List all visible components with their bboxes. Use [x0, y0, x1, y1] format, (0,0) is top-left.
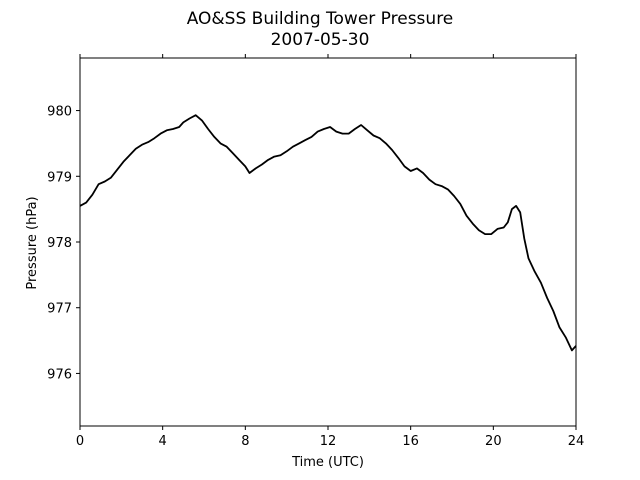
x-tick-label: 16: [402, 434, 419, 449]
y-tick-label: 977: [47, 302, 72, 317]
x-tick-label: 12: [320, 434, 337, 449]
plot-frame: [79, 57, 577, 427]
x-tick-label: 20: [485, 434, 502, 449]
y-tick-label: 979: [47, 170, 72, 185]
x-tick-label: 8: [241, 434, 249, 449]
y-tick-label: 976: [47, 367, 72, 382]
chart-title: AO&SS Building Tower Pressure: [187, 9, 454, 29]
chart-subtitle: 2007-05-30: [271, 30, 370, 50]
x-axis-label: Time (UTC): [291, 455, 364, 470]
x-tick-label: 24: [568, 434, 585, 449]
x-tick-label: 0: [76, 434, 84, 449]
x-tick-label: 4: [159, 434, 167, 449]
series-line-0: [79, 114, 577, 352]
y-axis-label: Pressure (hPa): [25, 196, 40, 289]
plot-area: 0 4 8 12 16 20 24 976 977 978 979 980: [47, 54, 584, 449]
y-tick-label: 978: [47, 236, 72, 251]
y-tick-label: 980: [47, 105, 72, 120]
